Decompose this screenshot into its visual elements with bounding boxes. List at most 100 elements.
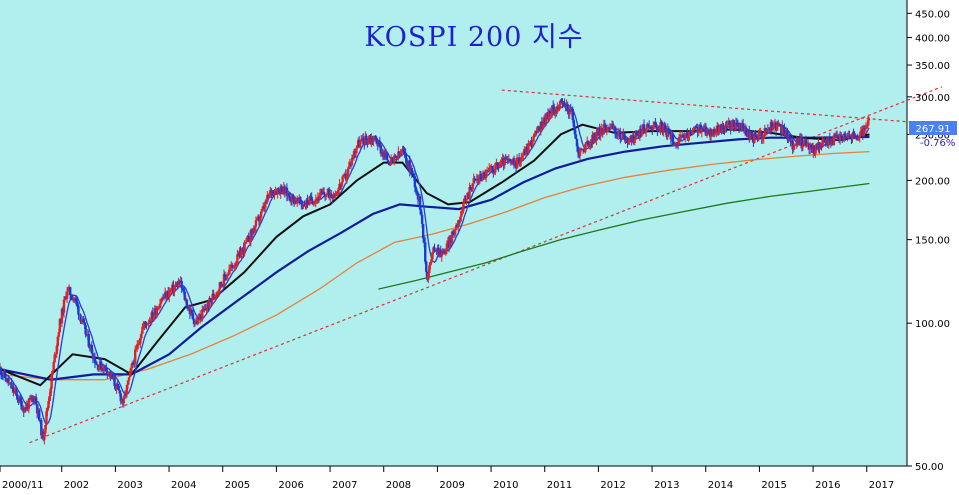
candle-down: [219, 282, 223, 286]
candle-up: [281, 192, 284, 194]
candle-down: [722, 125, 725, 130]
candle-up: [544, 115, 548, 123]
candle-down: [479, 174, 483, 180]
candle-up: [141, 326, 144, 334]
candle-down: [425, 261, 428, 273]
x-tick-label: 2013: [654, 480, 679, 491]
candle-down: [650, 126, 653, 129]
candle-down: [280, 186, 283, 194]
candle-up: [44, 425, 47, 434]
candle-up: [819, 145, 822, 150]
candle-down: [402, 148, 405, 152]
candle-up: [477, 180, 481, 182]
candle-up: [864, 126, 868, 129]
candle-down: [104, 365, 107, 367]
candle-up: [461, 210, 464, 212]
candle-down: [333, 196, 336, 198]
candle-up: [503, 156, 506, 166]
candle-up: [46, 408, 49, 412]
candle-up: [65, 291, 69, 299]
candle-up: [515, 157, 519, 169]
candle-down: [374, 135, 377, 139]
candle-up: [662, 124, 665, 133]
candle-up: [857, 137, 860, 141]
candle-up: [337, 188, 340, 194]
candle-down: [40, 419, 43, 436]
candle-up: [60, 308, 64, 324]
x-tick-label: 2009: [439, 480, 464, 491]
candle-down: [566, 104, 569, 112]
candle-down: [330, 194, 333, 197]
support-trendline: [29, 86, 943, 444]
candle-up: [355, 145, 359, 149]
candle-down: [840, 136, 844, 139]
candle-down: [182, 289, 185, 292]
candle-down: [728, 121, 731, 125]
candle-up: [644, 128, 648, 133]
candle-down: [223, 274, 227, 277]
candle-down: [408, 160, 411, 173]
candle-up: [174, 285, 177, 287]
candle-down: [786, 130, 789, 140]
candle-down: [686, 133, 689, 139]
candle-down: [613, 126, 617, 134]
candle-down: [351, 158, 355, 160]
candle-up: [147, 322, 150, 324]
candle-up: [229, 264, 233, 268]
candle-up: [222, 274, 226, 286]
candle-down: [365, 135, 368, 140]
y-tick-label: 250.00: [915, 130, 950, 141]
candle-up: [259, 211, 263, 218]
candle-up: [134, 349, 137, 364]
y-tick-label: 150.00: [915, 236, 950, 247]
candle-down: [668, 132, 672, 135]
x-tick-label: 2005: [225, 480, 250, 491]
candle-down: [441, 252, 444, 254]
candle-down: [853, 133, 856, 136]
candle-up: [128, 371, 132, 378]
candle-down: [551, 105, 555, 107]
candle-up: [453, 229, 457, 235]
candle-down: [0, 374, 4, 376]
x-tick-label: 2007: [332, 480, 357, 491]
candle-down: [424, 242, 427, 262]
candle-up: [730, 123, 733, 131]
candle-up: [244, 242, 247, 244]
candle-up: [313, 202, 316, 204]
candle-up: [27, 398, 31, 409]
candle-down: [664, 125, 667, 132]
candle-down: [10, 382, 13, 389]
candle-down: [1, 375, 5, 377]
candle-up: [346, 168, 350, 176]
candle-up: [865, 125, 869, 127]
candle-down: [770, 121, 774, 129]
candle-down: [307, 204, 310, 206]
candle-down: [667, 128, 670, 133]
candle-up: [340, 182, 343, 187]
candle-up: [122, 396, 126, 404]
candle-up: [609, 125, 613, 130]
candle-down: [614, 133, 618, 135]
candle-up: [389, 157, 393, 165]
candle-down: [180, 280, 183, 289]
candle-down: [113, 377, 116, 387]
x-tick-label: 2016: [815, 480, 840, 491]
candle-up: [233, 265, 236, 269]
candle-down: [701, 128, 705, 130]
candle-down: [626, 138, 629, 143]
candle-up: [602, 124, 605, 135]
ma-long-navy-line: [0, 135, 870, 381]
candle-up: [832, 135, 836, 146]
candle-down: [469, 186, 472, 190]
candle-down: [181, 288, 184, 290]
candle-up: [126, 380, 130, 385]
candle-down: [779, 123, 782, 125]
candle-up: [851, 133, 854, 140]
candle-up: [360, 139, 363, 142]
candle-up: [43, 433, 46, 440]
candle-up: [606, 127, 610, 132]
candle-up: [115, 384, 118, 390]
candle-up: [152, 315, 155, 319]
